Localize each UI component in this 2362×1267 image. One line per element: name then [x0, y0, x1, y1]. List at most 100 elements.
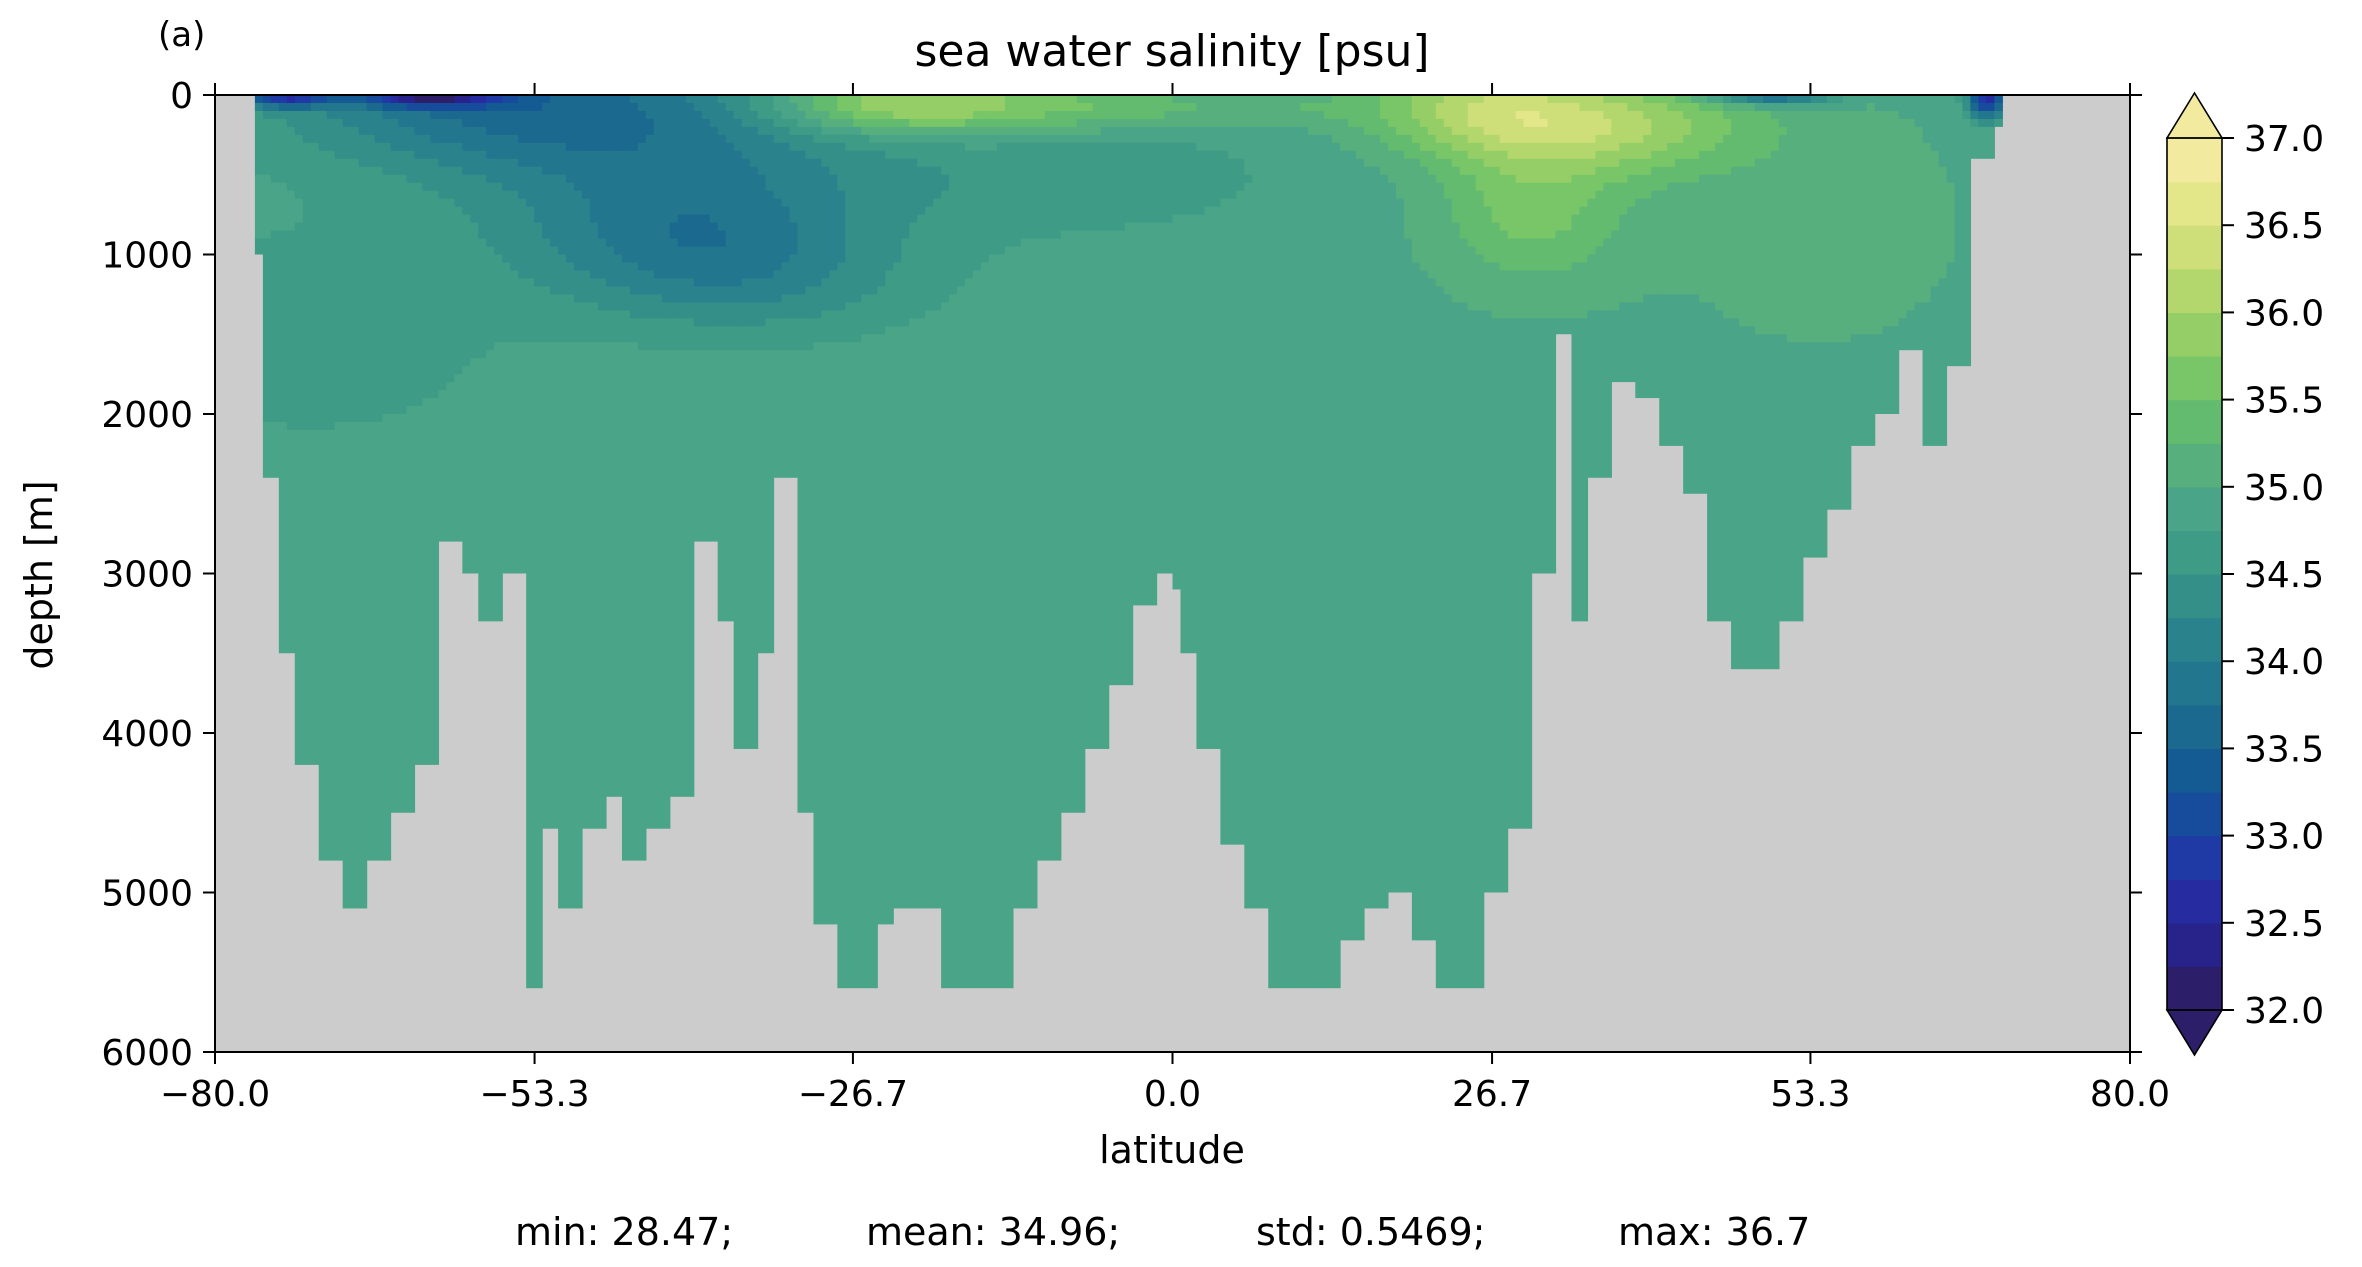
salinity-cell	[1555, 102, 1565, 144]
salinity-cell	[550, 95, 559, 144]
salinity-cell	[334, 110, 344, 120]
salinity-cell	[1435, 95, 1445, 104]
salinity-cell	[1196, 95, 1206, 128]
salinity-cell	[1443, 142, 1453, 160]
salinity-cell	[1954, 102, 1964, 367]
salinity-cell	[1635, 302, 1644, 399]
salinity-cell	[1818, 110, 1828, 343]
salinity-cell	[1850, 95, 1860, 112]
salinity-cell	[1842, 342, 1852, 510]
salinity-cell	[454, 102, 463, 112]
salinity-cell	[446, 118, 455, 144]
salinity-cell	[1443, 126, 1453, 144]
salinity-cell	[1691, 158, 1700, 184]
salinity-cell	[510, 134, 519, 160]
salinity-cell	[637, 110, 647, 144]
salinity-cell	[1515, 95, 1525, 112]
salinity-cell	[494, 182, 503, 256]
salinity-cell	[390, 102, 400, 112]
salinity-cell	[996, 134, 1006, 144]
salinity-cell	[1810, 95, 1820, 104]
salinity-cell	[1651, 190, 1660, 295]
salinity-cell	[765, 278, 775, 303]
salinity-cell	[310, 95, 320, 104]
salinity-cell	[1954, 95, 1964, 104]
salinity-cell	[1499, 95, 1509, 144]
salinity-cell	[805, 158, 815, 287]
salinity-cell	[1619, 95, 1628, 104]
salinity-cell	[1483, 166, 1493, 208]
colorbar-bin	[2167, 443, 2222, 488]
salinity-cell	[781, 118, 791, 128]
salinity-cell	[1691, 294, 1700, 494]
salinity-cell	[1228, 95, 1237, 128]
salinity-cell	[645, 118, 655, 136]
salinity-cell	[1068, 142, 1078, 232]
salinity-cell	[1890, 110, 1900, 327]
salinity-cell	[1148, 126, 1158, 144]
salinity-cell	[1898, 95, 1908, 120]
salinity-cell	[845, 126, 854, 136]
salinity-cell	[837, 262, 846, 311]
x-tick-label: 80.0	[2090, 1074, 2170, 1115]
salinity-cell	[1427, 174, 1437, 280]
salinity-cell	[957, 142, 966, 287]
salinity-cell	[270, 95, 280, 104]
salinity-cell	[1044, 126, 1054, 136]
salinity-cell	[1012, 142, 1022, 248]
salinity-cell	[1411, 95, 1421, 120]
salinity-cell	[901, 158, 910, 240]
salinity-cell	[254, 110, 264, 176]
salinity-cell	[733, 150, 743, 287]
salinity-cell	[534, 342, 543, 989]
salinity-cell	[957, 95, 966, 120]
salinity-cell	[1052, 126, 1062, 136]
salinity-cell	[1531, 270, 1541, 319]
colorbar-tick-label: 34.0	[2244, 642, 2324, 683]
salinity-cell	[821, 278, 830, 311]
salinity-cell	[1116, 126, 1126, 144]
salinity-cell	[1411, 142, 1421, 160]
salinity-cell	[462, 150, 471, 176]
salinity-cell	[1970, 102, 1979, 112]
salinity-cell	[1515, 118, 1525, 144]
salinity-cell	[1268, 95, 1277, 128]
salinity-cell	[621, 342, 631, 861]
salinity-cell	[701, 350, 711, 542]
salinity-cell	[342, 102, 352, 112]
salinity-cell	[1076, 142, 1086, 232]
salinity-cell	[1284, 95, 1293, 128]
salinity-cell	[518, 278, 527, 343]
salinity-cell	[717, 230, 727, 248]
salinity-cell	[917, 166, 926, 216]
salinity-cell	[270, 421, 280, 478]
salinity-cell	[1523, 110, 1533, 128]
salinity-cell	[1084, 230, 1094, 749]
salinity-cell	[470, 358, 479, 574]
salinity-cell	[981, 110, 990, 120]
salinity-cell	[909, 142, 918, 160]
salinity-cell	[262, 118, 272, 176]
salinity-cell	[1731, 166, 1740, 319]
salinity-cell	[1547, 318, 1557, 574]
salinity-cell	[805, 350, 815, 813]
colorbar-tick-label: 32.0	[2244, 991, 2324, 1032]
salinity-cell	[717, 102, 727, 136]
salinity-cell	[869, 134, 878, 144]
salinity-cell	[1683, 95, 1692, 104]
salinity-cell	[981, 134, 990, 152]
salinity-cell	[1180, 142, 1190, 216]
salinity-cell	[996, 126, 1006, 136]
salinity-cell	[342, 95, 352, 104]
salinity-cell	[1124, 222, 1134, 686]
salinity-cell	[430, 158, 440, 192]
salinity-cell	[893, 118, 902, 128]
salinity-cell	[1523, 182, 1533, 240]
salinity-cell	[1467, 95, 1477, 104]
salinity-cell	[709, 246, 719, 287]
salinity-cell	[1491, 262, 1501, 319]
salinity-cell	[1403, 95, 1413, 136]
salinity-cell	[390, 150, 400, 176]
salinity-cell	[885, 270, 894, 327]
salinity-cell	[1004, 246, 1014, 989]
